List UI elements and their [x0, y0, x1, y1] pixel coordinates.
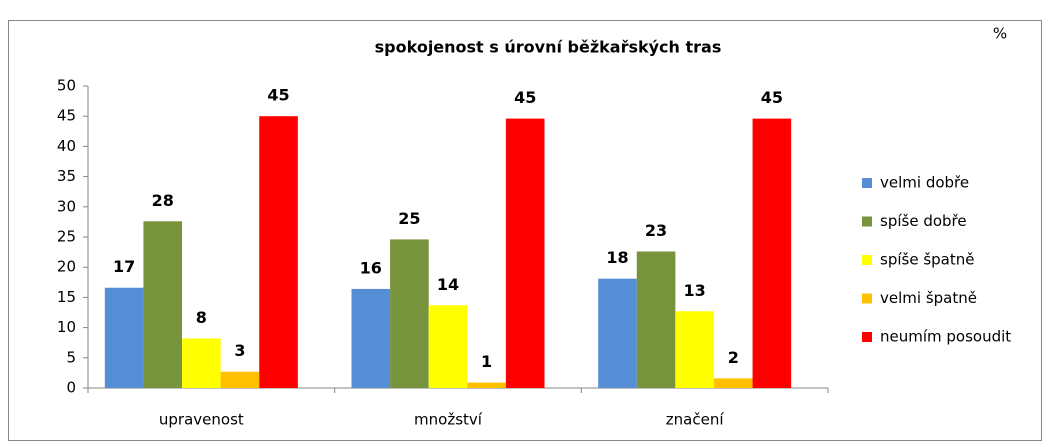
bar [675, 311, 714, 388]
data-label: 2 [728, 348, 739, 367]
data-label: 18 [606, 248, 628, 267]
data-label: 1 [481, 352, 492, 371]
x-tick-label: množství [414, 411, 483, 429]
y-tick-label: 45 [57, 107, 76, 125]
legend-label: spíše špatně [880, 251, 974, 269]
legend-label: velmi dobře [880, 174, 969, 192]
x-tick-label: značení [666, 411, 725, 429]
y-tick-label: 25 [57, 228, 76, 246]
data-label: 8 [196, 308, 207, 327]
x-tick-label: upravenost [159, 411, 244, 429]
bar [505, 118, 545, 388]
data-label: 45 [514, 88, 536, 107]
y-tick-label: 40 [57, 137, 76, 155]
legend-label: neumím posoudit [880, 328, 1011, 346]
data-label: 17 [113, 257, 135, 276]
y-tick-label: 5 [66, 348, 76, 366]
unit-label: % [993, 25, 1007, 43]
bar [636, 251, 676, 388]
legend-label: spíše dobře [880, 212, 967, 230]
data-label: 28 [152, 191, 174, 210]
data-label: 16 [360, 258, 382, 277]
bar [428, 305, 468, 388]
data-label: 13 [684, 281, 706, 300]
bar [259, 116, 298, 388]
bar [143, 221, 183, 388]
bar [104, 287, 144, 388]
data-label: 45 [267, 86, 289, 105]
legend-swatch [862, 255, 872, 265]
y-tick-label: 10 [57, 318, 76, 336]
legend-swatch [862, 178, 872, 188]
data-label: 23 [645, 221, 667, 240]
legend-swatch [862, 332, 872, 342]
bar [598, 278, 637, 388]
data-label: 45 [761, 88, 783, 107]
legend-swatch [862, 293, 872, 304]
data-label: 14 [437, 275, 459, 294]
data-label: 3 [234, 341, 245, 360]
y-tick-label: 0 [66, 379, 76, 397]
y-tick-label: 30 [57, 197, 76, 215]
bar [182, 338, 221, 388]
y-tick-label: 35 [57, 167, 76, 185]
bar [351, 288, 391, 388]
y-tick-label: 15 [57, 288, 76, 306]
y-tick-label: 50 [57, 77, 76, 95]
bar [713, 378, 753, 388]
data-label: 25 [398, 209, 420, 228]
legend-label: velmi špatně [880, 289, 977, 307]
chart-title: spokojenost s úrovní běžkařských tras [375, 38, 722, 57]
bar [467, 382, 506, 388]
bar [390, 239, 429, 388]
bar [752, 118, 792, 388]
legend-swatch [862, 216, 872, 227]
y-tick-label: 20 [57, 258, 76, 276]
bar [220, 371, 260, 388]
